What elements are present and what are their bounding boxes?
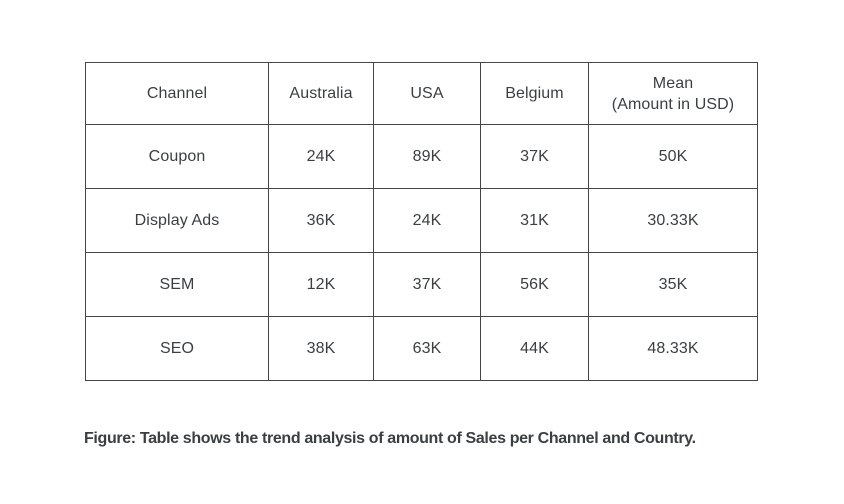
cell-value: 56K (480, 252, 589, 317)
table-row-sem: SEM 12K 37K 56K 35K (85, 252, 758, 317)
table-row-coupon: Coupon 24K 89K 37K 50K (85, 124, 758, 189)
table-row-seo: SEO 38K 63K 44K 48.33K (85, 316, 758, 381)
table-body: Coupon 24K 89K 37K 50K Display Ads 36K 2… (85, 124, 758, 381)
mean-header-line2: (Amount in USD) (611, 95, 735, 113)
table-header: Channel Australia USA Belgium Mean (Amou… (85, 62, 758, 125)
cell-value: 89K (373, 124, 481, 189)
cell-value: 36K (268, 188, 374, 253)
cell-value: 38K (268, 316, 374, 381)
sales-per-channel-table: Channel Australia USA Belgium Mean (Amou… (85, 62, 758, 381)
cell-channel: SEM (85, 252, 269, 317)
cell-mean: 48.33K (588, 316, 758, 381)
cell-channel: SEO (85, 316, 269, 381)
column-header-mean: Mean (Amount in USD) (588, 62, 758, 125)
mean-header-line1: Mean (652, 74, 694, 92)
cell-value: 44K (480, 316, 589, 381)
cell-value: 37K (373, 252, 481, 317)
cell-value: 63K (373, 316, 481, 381)
cell-value: 31K (480, 188, 589, 253)
cell-value: 37K (480, 124, 589, 189)
cell-value: 24K (268, 124, 374, 189)
cell-mean: 50K (588, 124, 758, 189)
column-header-australia: Australia (268, 62, 374, 125)
table-row-display-ads: Display Ads 36K 24K 31K 30.33K (85, 188, 758, 253)
column-header-usa: USA (373, 62, 481, 125)
column-header-belgium: Belgium (480, 62, 589, 125)
figure-caption: Figure: Table shows the trend analysis o… (84, 430, 696, 447)
cell-channel: Display Ads (85, 188, 269, 253)
cell-value: 12K (268, 252, 374, 317)
cell-value: 24K (373, 188, 481, 253)
column-header-channel: Channel (85, 62, 269, 125)
cell-channel: Coupon (85, 124, 269, 189)
cell-mean: 35K (588, 252, 758, 317)
cell-mean: 30.33K (588, 188, 758, 253)
header-row: Channel Australia USA Belgium Mean (Amou… (85, 62, 758, 125)
